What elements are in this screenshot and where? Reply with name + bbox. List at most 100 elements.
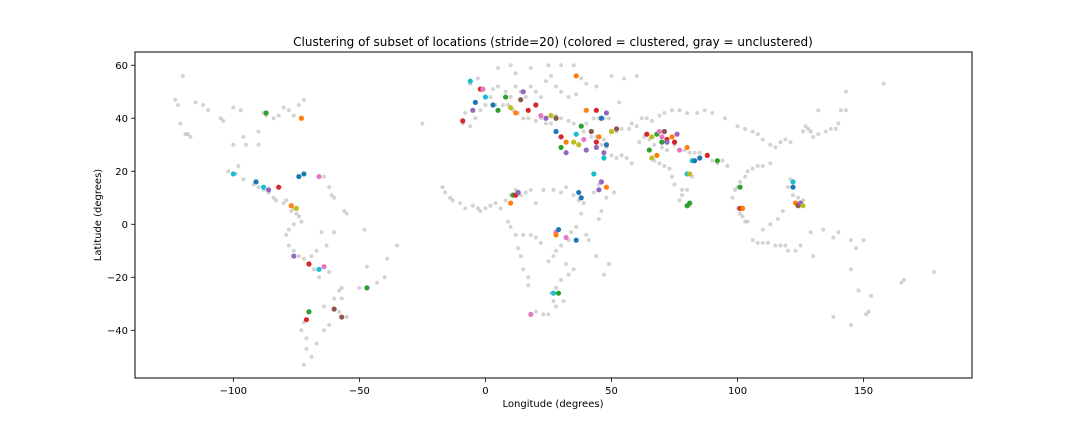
unclustered-point bbox=[564, 185, 569, 190]
unclustered-point bbox=[301, 97, 306, 102]
clustered-point bbox=[687, 200, 693, 206]
clustered-point bbox=[649, 134, 655, 140]
unclustered-point bbox=[304, 336, 309, 341]
unclustered-point bbox=[760, 137, 765, 142]
clustered-point bbox=[558, 144, 564, 151]
unclustered-point bbox=[740, 214, 745, 219]
unclustered-point bbox=[599, 142, 604, 147]
unclustered-point bbox=[508, 224, 513, 229]
unclustered-point bbox=[470, 203, 475, 208]
unclustered-point bbox=[221, 118, 226, 123]
clustered-point bbox=[296, 173, 302, 180]
clustered-point bbox=[298, 115, 304, 121]
unclustered-point bbox=[861, 238, 866, 243]
unclustered-point bbox=[284, 198, 289, 203]
unclustered-point bbox=[559, 89, 564, 94]
unclustered-point bbox=[475, 76, 480, 81]
clustered-point bbox=[291, 253, 297, 259]
unclustered-point bbox=[241, 177, 246, 182]
unclustered-point bbox=[821, 227, 826, 232]
unclustered-point bbox=[750, 238, 755, 243]
unclustered-point bbox=[899, 280, 904, 285]
clustered-point bbox=[714, 158, 720, 164]
unclustered-point bbox=[256, 129, 261, 134]
unclustered-point bbox=[695, 110, 700, 115]
unclustered-point bbox=[241, 134, 246, 139]
unclustered-point bbox=[554, 84, 559, 89]
unclustered-point bbox=[566, 118, 571, 123]
unclustered-point bbox=[720, 158, 725, 163]
unclustered-point bbox=[344, 315, 349, 320]
unclustered-point bbox=[180, 73, 185, 78]
unclustered-point bbox=[644, 116, 649, 121]
unclustered-point bbox=[322, 304, 327, 309]
unclustered-point bbox=[760, 163, 765, 168]
unclustered-point bbox=[612, 190, 617, 195]
unclustered-point bbox=[664, 148, 669, 153]
unclustered-point bbox=[662, 110, 667, 115]
x-tick-label: −100 bbox=[220, 386, 247, 397]
clustered-point bbox=[253, 179, 259, 185]
unclustered-point bbox=[554, 285, 559, 290]
unclustered-point bbox=[735, 124, 740, 129]
unclustered-point bbox=[271, 116, 276, 121]
unclustered-point bbox=[559, 190, 564, 195]
unclustered-point bbox=[901, 277, 906, 282]
unclustered-point bbox=[657, 161, 662, 166]
clustered-point bbox=[563, 234, 569, 241]
unclustered-point bbox=[692, 150, 697, 155]
unclustered-point bbox=[609, 73, 614, 78]
unclustered-point bbox=[722, 116, 727, 121]
unclustered-point bbox=[816, 108, 821, 113]
unclustered-point bbox=[773, 243, 778, 248]
clustered-point bbox=[331, 306, 337, 312]
unclustered-point bbox=[450, 198, 455, 203]
unclustered-point bbox=[291, 113, 296, 118]
unclustered-point bbox=[339, 285, 344, 290]
unclustered-point bbox=[571, 193, 576, 198]
unclustered-point bbox=[503, 198, 508, 203]
unclustered-point bbox=[533, 235, 538, 240]
unclustered-point bbox=[811, 254, 816, 259]
unclustered-point bbox=[629, 121, 634, 126]
unclustered-point bbox=[382, 275, 387, 280]
unclustered-point bbox=[932, 269, 937, 274]
unclustered-point bbox=[256, 185, 261, 190]
clustered-point bbox=[659, 139, 665, 145]
unclustered-point bbox=[622, 76, 627, 81]
unclustered-point bbox=[541, 187, 546, 192]
unclustered-point bbox=[337, 288, 342, 293]
unclustered-point bbox=[319, 230, 324, 235]
unclustered-point bbox=[730, 195, 735, 200]
unclustered-point bbox=[816, 132, 821, 137]
clustered-point bbox=[576, 189, 582, 196]
unclustered-point bbox=[546, 312, 551, 317]
unclustered-point bbox=[286, 243, 291, 248]
clustered-point bbox=[583, 107, 589, 113]
unclustered-point bbox=[760, 227, 765, 232]
unclustered-point bbox=[496, 84, 501, 89]
unclustered-point bbox=[662, 163, 667, 168]
unclustered-point bbox=[627, 126, 632, 131]
unclustered-point bbox=[619, 126, 624, 131]
clustered-point bbox=[596, 187, 602, 193]
unclustered-point bbox=[526, 116, 531, 121]
unclustered-point bbox=[768, 161, 773, 166]
unclustered-point bbox=[566, 95, 571, 100]
clustered-point bbox=[513, 110, 519, 116]
unclustered-point bbox=[206, 108, 211, 113]
unclustered-point bbox=[743, 174, 748, 179]
clustered-point bbox=[230, 171, 236, 177]
clustered-point bbox=[697, 155, 703, 161]
unclustered-point bbox=[490, 87, 495, 92]
clustered-point bbox=[553, 232, 559, 238]
clustered-point bbox=[578, 123, 584, 129]
unclustered-point bbox=[836, 230, 841, 235]
unclustered-point bbox=[231, 142, 236, 147]
unclustered-point bbox=[738, 211, 743, 216]
clustered-point bbox=[603, 184, 610, 190]
unclustered-point bbox=[291, 248, 296, 253]
unclustered-point bbox=[680, 187, 685, 192]
clustered-point bbox=[293, 205, 299, 211]
unclustered-point bbox=[483, 103, 488, 108]
